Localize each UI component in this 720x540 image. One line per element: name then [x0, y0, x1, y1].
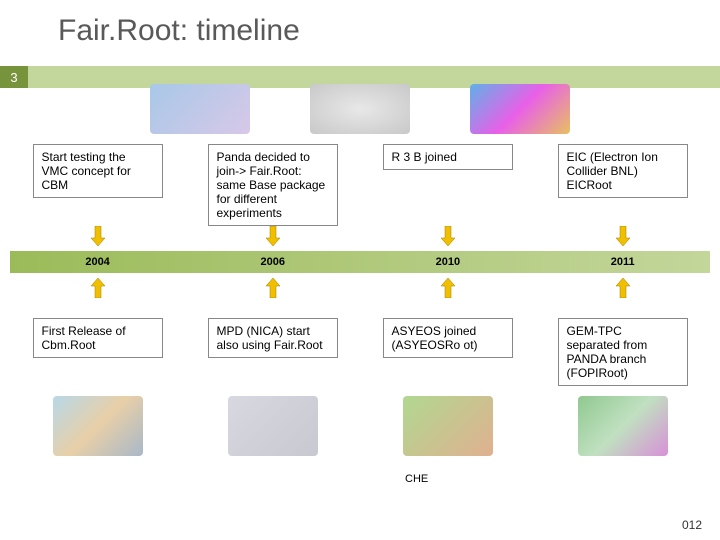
detector2-image-icon [228, 396, 318, 456]
arrow-up-icon [558, 278, 688, 298]
arrow-down-icon [208, 226, 338, 246]
bottom-image-row [0, 396, 720, 456]
year-label: 2011 [611, 256, 635, 268]
box-asyeos: ASYEOS joined (ASYEOSRo ot) [383, 318, 513, 358]
year-label: 2006 [260, 256, 284, 268]
arrows-down-row [0, 226, 720, 246]
detector3-image-icon [403, 396, 493, 456]
bottom-boxes-row: First Release of Cbm.Root MPD (NICA) sta… [0, 318, 720, 386]
arrows-up-row [0, 278, 720, 298]
arrow-down-icon [558, 226, 688, 246]
box-mpd: MPD (NICA) start also using Fair.Root [208, 318, 338, 358]
page-title: Fair.Root: timeline [0, 0, 720, 48]
arrow-down-icon [33, 226, 163, 246]
arrow-up-icon [33, 278, 163, 298]
box-gemtpc: GEM-TPC separated from PANDA branch (FOP… [558, 318, 688, 386]
detector4-image-icon [578, 396, 668, 456]
timeline-bar: 2004 2006 2010 2011 [10, 251, 710, 273]
arrow-down-icon [383, 226, 513, 246]
box-panda: Panda decided to join-> Fair.Root: same … [208, 144, 338, 226]
coil-image-icon [310, 84, 410, 134]
arrow-up-icon [208, 278, 338, 298]
footer-year: 012 [682, 518, 702, 532]
year-label: 2010 [436, 256, 460, 268]
top-boxes-row: Start testing the VMC concept for CBM Pa… [0, 144, 720, 226]
header-image-row [0, 84, 720, 134]
year-label: 2004 [85, 256, 109, 268]
box-cbm: Start testing the VMC concept for CBM [33, 144, 163, 198]
footer-che: CHE [405, 473, 428, 485]
arrow-up-icon [383, 278, 513, 298]
detector-image-icon [150, 84, 250, 134]
box-r3b: R 3 B joined [383, 144, 513, 170]
cylinder-image-icon [470, 84, 570, 134]
detector1-image-icon [53, 396, 143, 456]
box-cbmroot: First Release of Cbm.Root [33, 318, 163, 358]
box-eic: EIC (Electron Ion Collider BNL) EICRoot [558, 144, 688, 198]
page-number: 3 [0, 66, 28, 88]
